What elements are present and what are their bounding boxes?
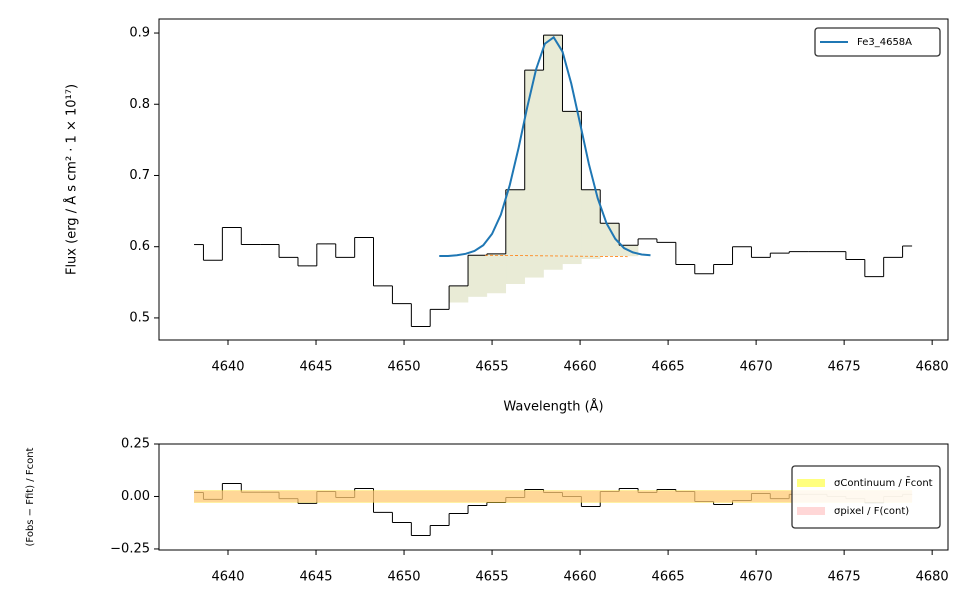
y-tick-label: 0.5 (129, 310, 150, 325)
x-tick-label: 4645 (299, 570, 332, 585)
fit-line (439, 35, 651, 257)
y-tick-label: 0.8 (129, 97, 150, 112)
fill-region (524, 69, 544, 278)
x-tick-label: 4680 (916, 570, 949, 585)
legend-label: Fe3_4658A (857, 37, 912, 48)
continuum-line (485, 254, 628, 258)
x-tick-label: 4660 (564, 570, 597, 585)
y-tick-label: 0.00 (121, 489, 150, 504)
band (194, 490, 913, 503)
fill-region (486, 253, 507, 294)
y-tick-label: 0.7 (129, 168, 150, 183)
x-tick-label: 4650 (387, 570, 420, 585)
x-tick-label: 4670 (740, 570, 773, 585)
y-tick-label: 0.9 (129, 26, 150, 41)
x-tick-label: 4675 (828, 360, 861, 375)
axes-frame (158, 443, 949, 551)
legend-swatch (797, 479, 825, 487)
legend-label: σContinuum / F̄cont (834, 476, 933, 489)
x-tick-label: 4665 (652, 360, 685, 375)
legend-swatch (797, 507, 825, 515)
x-tick-label: 4660 (564, 360, 597, 375)
legend-box (791, 465, 941, 529)
x-tick-label: 4670 (740, 360, 773, 375)
x-axis-label: Wavelength (Å) (503, 399, 603, 415)
x-tick-label: 4680 (916, 360, 949, 375)
fill-region (543, 34, 563, 270)
y-tick-label: −0.25 (110, 541, 150, 556)
fill-region (562, 111, 582, 265)
x-tick-label: 4640 (211, 360, 244, 375)
x-tick-label: 4655 (476, 570, 509, 585)
x-tick-label: 4645 (299, 360, 332, 375)
y-axis-label: Flux (erg / Å s cm² · 1 × 10¹⁷) (64, 84, 80, 275)
legend-box (814, 27, 941, 57)
fill-region (448, 285, 469, 303)
y-tick-label: 0.6 (129, 239, 150, 254)
axes-frame (158, 18, 949, 341)
x-tick-label: 4655 (476, 360, 509, 375)
legend-label: σpixel / F(cont) (834, 506, 909, 517)
x-tick-label: 4675 (828, 570, 861, 585)
y-tick-label: 0.25 (121, 437, 150, 452)
x-tick-label: 4640 (211, 570, 244, 585)
fill-region (467, 254, 488, 297)
x-tick-label: 4665 (652, 570, 685, 585)
y-axis-label: (Fobs − Ffit) / Fcont (25, 447, 36, 546)
x-tick-label: 4650 (387, 360, 420, 375)
fill-region (505, 189, 525, 284)
